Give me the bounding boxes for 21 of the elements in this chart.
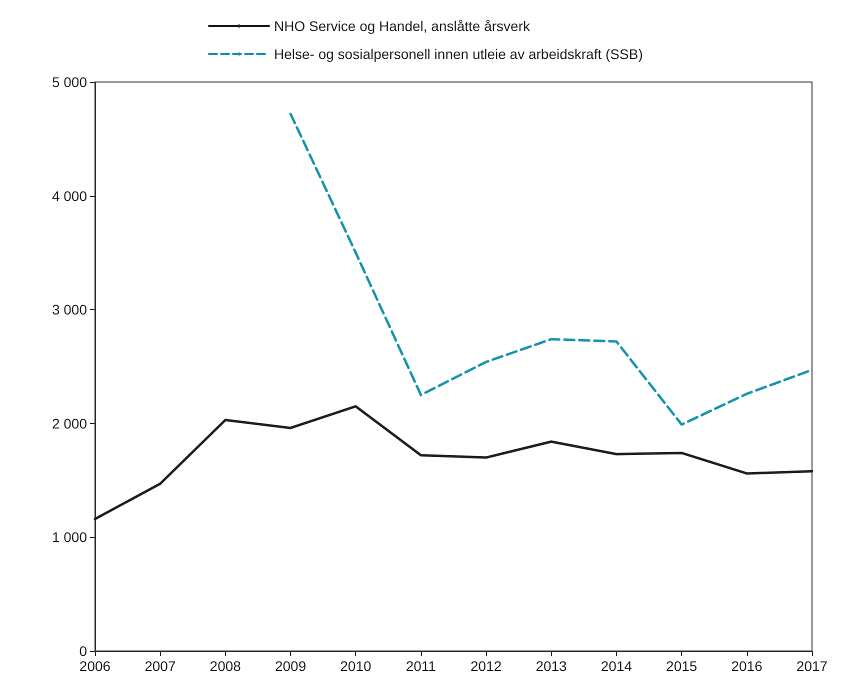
y-tick-label: 0 [79, 643, 88, 659]
x-tick-label: 2012 [470, 658, 502, 674]
x-tick-label: 2015 [666, 658, 698, 674]
x-tick-label: 2006 [79, 658, 111, 674]
legend-label: Helse- og sosialpersonell innen utleie av arbeidskraft (SSB) [274, 46, 643, 62]
x-tick-label: 2008 [210, 658, 242, 674]
y-tick-label: 5 000 [52, 74, 88, 90]
x-tick-label: 2007 [144, 658, 176, 674]
x-tick-label: 2010 [340, 658, 372, 674]
line-series [94, 405, 814, 520]
x-tick-label: 2017 [796, 658, 828, 674]
y-tick-label: 4 000 [52, 188, 88, 204]
y-tick-label: 1 000 [52, 529, 88, 546]
y-tick-label: 3 000 [52, 302, 88, 318]
x-tick-label: 2009 [274, 658, 306, 674]
x-tick-label: 2011 [406, 658, 436, 674]
y-tick-label: 2 000 [52, 415, 88, 432]
x-tick-label: 2016 [731, 658, 763, 674]
x-tick-label: 2014 [600, 658, 632, 674]
x-tick-label: 2013 [536, 658, 568, 674]
legend-label: NHO Service og Handel, anslåtte årsverk [274, 18, 531, 34]
